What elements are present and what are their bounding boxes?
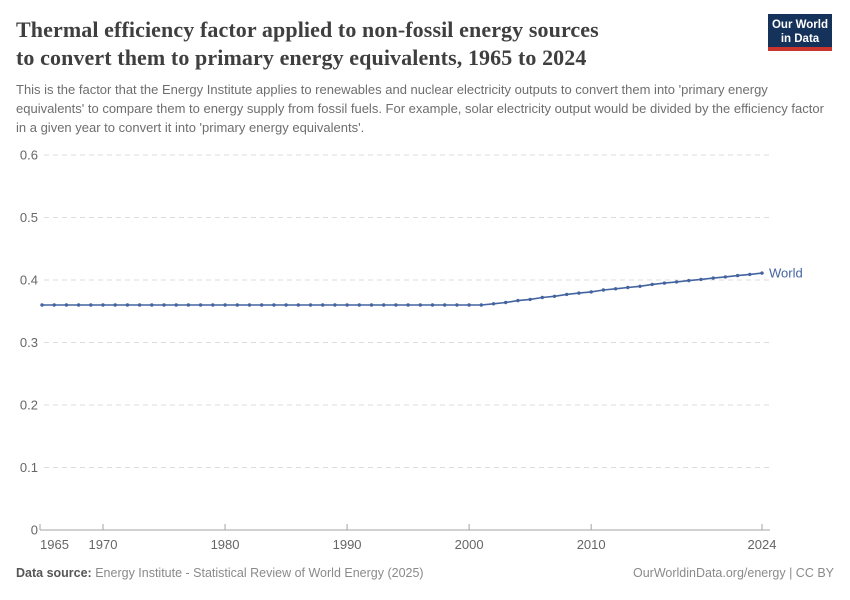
world-data-point-1974[interactable] xyxy=(150,303,154,307)
world-data-point-2001[interactable] xyxy=(479,303,483,307)
world-data-point-1973[interactable] xyxy=(137,303,142,307)
world-data-point-2016[interactable] xyxy=(662,281,667,285)
world-data-point-1971[interactable] xyxy=(113,303,117,307)
world-data-point-1969[interactable] xyxy=(89,303,93,307)
owid-credit-link[interactable]: OurWorldinData.org/energy | CC BY xyxy=(632,566,834,580)
world-data-point-1966[interactable] xyxy=(52,303,56,307)
world-data-point-1983[interactable] xyxy=(260,303,264,307)
y-tick-label-0.6: 0.6 xyxy=(20,148,38,163)
world-data-point-2013[interactable] xyxy=(626,285,630,290)
world-data-point-2024[interactable] xyxy=(760,271,764,275)
y-tick-label-0.3: 0.3 xyxy=(20,335,38,350)
owid-logo-line1: Our World xyxy=(771,19,828,31)
world-data-point-1968[interactable] xyxy=(76,303,81,307)
y-tick-label-0: 0 xyxy=(31,523,38,538)
world-data-point-1982[interactable] xyxy=(247,303,252,307)
world-data-point-1986[interactable] xyxy=(296,303,300,307)
world-data-point-2012[interactable] xyxy=(613,287,618,291)
y-tick-label-0.2: 0.2 xyxy=(20,398,38,413)
chart-footer: Data source: Energy Institute - Statisti… xyxy=(16,566,834,580)
world-data-point-2018[interactable] xyxy=(687,278,691,283)
world-data-point-1979[interactable] xyxy=(211,303,215,307)
world-data-point-1985[interactable] xyxy=(284,303,288,307)
page-title-line2: to convert them to primary energy equiva… xyxy=(16,45,587,70)
world-data-point-1978[interactable] xyxy=(198,303,203,307)
data-source-label: Data source: xyxy=(16,566,92,580)
world-data-point-1989[interactable] xyxy=(333,303,337,307)
world-data-point-2014[interactable] xyxy=(638,284,642,288)
world-data-point-2020[interactable] xyxy=(711,276,715,280)
x-tick-label-1970: 1970 xyxy=(89,537,118,552)
series-end-label-world[interactable]: World xyxy=(769,266,803,281)
world-data-point-2011[interactable] xyxy=(601,288,606,292)
data-source-note: Data source: Energy Institute - Statisti… xyxy=(16,566,424,580)
world-data-point-1993[interactable] xyxy=(382,303,386,307)
world-data-point-2008[interactable] xyxy=(565,292,569,297)
world-data-point-1970[interactable] xyxy=(101,303,105,307)
world-data-point-1972[interactable] xyxy=(125,303,130,307)
world-series-line[interactable] xyxy=(42,272,763,306)
world-data-point-2023[interactable] xyxy=(748,272,752,277)
world-data-point-1976[interactable] xyxy=(174,303,178,307)
world-data-point-1996[interactable] xyxy=(418,303,422,307)
world-data-point-2010[interactable] xyxy=(589,290,593,294)
x-tick-label-2000: 2000 xyxy=(455,537,484,552)
world-data-point-2021[interactable] xyxy=(723,275,728,279)
world-data-point-1998[interactable] xyxy=(443,303,447,307)
x-tick-label-2024: 2024 xyxy=(748,537,777,552)
world-data-point-1981[interactable] xyxy=(235,303,239,307)
world-data-point-1975[interactable] xyxy=(162,303,166,307)
world-data-point-2007[interactable] xyxy=(552,294,557,298)
world-data-point-1967[interactable] xyxy=(64,303,69,307)
world-data-point-2004[interactable] xyxy=(516,298,520,303)
world-data-point-1994[interactable] xyxy=(394,303,398,307)
world-data-point-1965[interactable] xyxy=(40,303,44,307)
y-tick-label-0.1: 0.1 xyxy=(20,460,38,475)
world-data-point-1977[interactable] xyxy=(186,303,191,307)
y-tick-label-0.4: 0.4 xyxy=(20,273,38,288)
world-data-point-2009[interactable] xyxy=(577,291,581,295)
y-tick-label-0.5: 0.5 xyxy=(20,210,38,225)
world-data-point-2019[interactable] xyxy=(699,277,703,282)
owid-logo: Our World in Data xyxy=(768,14,832,51)
world-data-point-1987[interactable] xyxy=(308,303,313,307)
world-data-point-2002[interactable] xyxy=(491,302,496,306)
world-data-point-1990[interactable] xyxy=(345,303,349,307)
world-data-point-2017[interactable] xyxy=(674,280,679,284)
world-data-point-1992[interactable] xyxy=(369,303,374,307)
world-data-point-2003[interactable] xyxy=(504,300,508,305)
owid-logo-line2: in Data xyxy=(780,32,820,45)
world-data-point-2000[interactable] xyxy=(467,303,471,307)
world-data-point-2005[interactable] xyxy=(528,297,532,302)
data-source-text: Energy Institute - Statistical Review of… xyxy=(91,566,424,580)
world-data-point-1995[interactable] xyxy=(406,303,410,307)
world-data-point-1988[interactable] xyxy=(321,303,325,307)
world-data-point-1980[interactable] xyxy=(223,303,227,307)
page-title: Thermal efficiency factor applied to non… xyxy=(16,16,599,72)
world-data-point-2015[interactable] xyxy=(650,282,654,287)
world-data-point-2022[interactable] xyxy=(735,273,740,278)
x-tick-label-1990: 1990 xyxy=(333,537,362,552)
x-tick-label-1980: 1980 xyxy=(211,537,240,552)
x-tick-label-2010: 2010 xyxy=(577,537,606,552)
world-data-point-2006[interactable] xyxy=(540,295,544,300)
world-data-point-1997[interactable] xyxy=(430,303,435,307)
world-data-point-1999[interactable] xyxy=(455,303,459,307)
world-data-point-1984[interactable] xyxy=(272,303,276,307)
world-data-point-1991[interactable] xyxy=(357,303,361,307)
chart-subtitle: This is the factor that the Energy Insti… xyxy=(16,82,824,135)
x-tick-label-1965: 1965 xyxy=(40,537,69,552)
page-title-line1: Thermal efficiency factor applied to non… xyxy=(16,17,599,42)
